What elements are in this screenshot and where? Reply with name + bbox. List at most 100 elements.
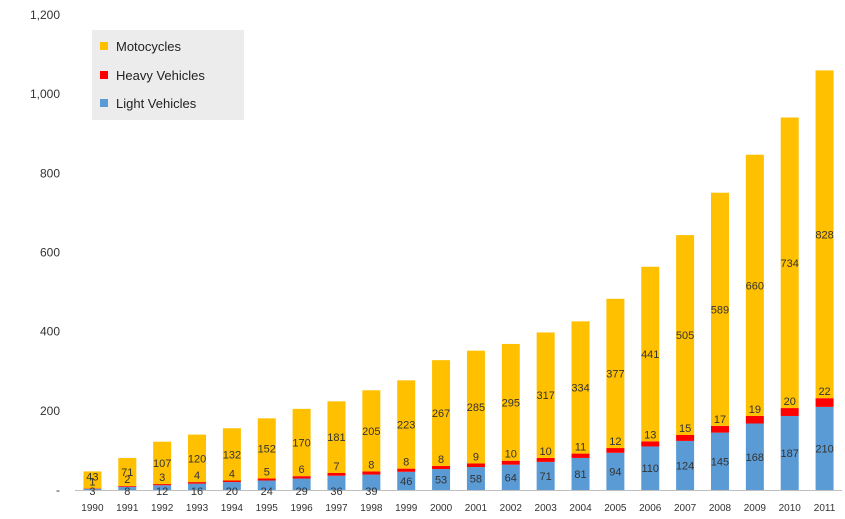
bar-motocycles (222, 428, 241, 481)
bar-motocycles (466, 350, 485, 464)
bar-light-vehicles (118, 486, 137, 490)
bar-heavy-vehicles (222, 480, 241, 483)
x-tick-label: 2009 (744, 503, 767, 514)
bar-heavy-vehicles (710, 425, 729, 433)
data-label-heavy-vehicles: 9 (473, 451, 479, 463)
data-label-light-vehicles: 46 (400, 476, 412, 488)
x-tick-label: 2001 (465, 503, 488, 514)
bar-light-vehicles (83, 488, 102, 490)
bar-motocycles (501, 343, 520, 461)
data-label-motocycles: 43 (86, 471, 98, 483)
bar-heavy-vehicles (153, 484, 172, 486)
bar-heavy-vehicles (815, 398, 834, 407)
data-label-motocycles: 295 (502, 397, 520, 409)
bar-heavy-vehicles (362, 471, 381, 475)
bar-light-vehicles (780, 415, 799, 490)
data-label-motocycles: 589 (711, 304, 729, 316)
data-label-light-vehicles: 12 (156, 486, 168, 498)
data-label-heavy-vehicles: 22 (818, 386, 830, 398)
bar-heavy-vehicles (292, 476, 311, 479)
x-tick-label: 2005 (604, 503, 627, 514)
bar-motocycles (815, 70, 834, 399)
data-label-light-vehicles: 8 (124, 486, 130, 498)
data-label-light-vehicles: 3 (89, 486, 95, 498)
data-label-heavy-vehicles: 10 (505, 449, 517, 461)
bar-motocycles (432, 360, 451, 466)
bar-light-vehicles (397, 471, 416, 490)
bar-heavy-vehicles (327, 472, 346, 476)
legend-item-heavy-vehicles: Heavy Vehicles (100, 66, 205, 84)
data-label-light-vehicles: 210 (815, 443, 833, 455)
bar-light-vehicles (571, 457, 590, 490)
data-label-heavy-vehicles: 13 (644, 429, 656, 441)
data-label-motocycles: 317 (536, 390, 554, 402)
bar-heavy-vehicles (745, 415, 764, 424)
bar-light-vehicles (466, 467, 485, 490)
data-label-light-vehicles: 29 (295, 486, 307, 498)
y-tick-label: 1,000 (30, 87, 60, 101)
x-tick-label: 2000 (430, 503, 453, 514)
x-tick-label: 1997 (325, 503, 348, 514)
data-label-heavy-vehicles: 4 (194, 470, 200, 482)
x-tick-label: 2010 (779, 503, 802, 514)
data-label-light-vehicles: 24 (261, 486, 273, 498)
bar-motocycles (606, 298, 625, 449)
data-label-motocycles: 223 (397, 419, 415, 431)
bar-light-vehicles (815, 406, 834, 490)
data-label-heavy-vehicles: 17 (714, 414, 726, 426)
data-label-light-vehicles: 58 (470, 474, 482, 486)
bar-light-vehicles (292, 478, 311, 490)
data-label-motocycles: 377 (606, 368, 624, 380)
data-label-light-vehicles: 110 (641, 463, 659, 475)
y-tick-label: 400 (40, 325, 60, 339)
x-tick-label: 1994 (221, 503, 244, 514)
bar-heavy-vehicles (536, 457, 555, 462)
x-tick-label: 1998 (360, 503, 383, 514)
data-label-heavy-vehicles: 15 (679, 423, 691, 435)
x-tick-label: 2011 (814, 503, 836, 514)
bar-heavy-vehicles (641, 441, 660, 447)
x-tick-label: 1995 (256, 503, 279, 514)
bar-motocycles (676, 235, 695, 435)
x-tick-label: 1993 (186, 503, 209, 514)
bar-heavy-vehicles (606, 448, 625, 453)
legend-swatch-motocycles (100, 42, 108, 50)
data-label-heavy-vehicles: 3 (159, 472, 165, 484)
data-label-motocycles: 71 (121, 467, 133, 479)
legend-swatch-light-vehicles (100, 99, 108, 107)
bar-light-vehicles (188, 483, 207, 490)
data-label-motocycles: 441 (641, 349, 659, 361)
bar-light-vehicles (153, 485, 172, 490)
x-tick-label: 1996 (290, 503, 313, 514)
y-tick-label: 800 (40, 166, 60, 180)
label-layer: 3143827112310716412020413224515229617036… (86, 229, 833, 498)
data-label-heavy-vehicles: 20 (784, 396, 796, 408)
legend: Motocycles Heavy Vehicles Light Vehicles (92, 30, 244, 120)
bar-heavy-vehicles (257, 478, 276, 481)
data-label-heavy-vehicles: 5 (264, 467, 270, 479)
data-label-light-vehicles: 168 (746, 452, 764, 464)
data-label-heavy-vehicles: 11 (575, 442, 586, 454)
bar-light-vehicles (745, 423, 764, 490)
data-label-heavy-vehicles: 12 (609, 436, 621, 448)
bar-motocycles (153, 441, 172, 485)
data-label-motocycles: 181 (327, 432, 345, 444)
x-tick-label: 1991 (116, 503, 139, 514)
y-tick-label: 1,200 (30, 8, 60, 22)
data-label-light-vehicles: 81 (574, 469, 586, 481)
x-tick-label: 2008 (709, 503, 732, 514)
x-tick-label: 1999 (395, 503, 418, 514)
data-label-motocycles: 334 (571, 382, 589, 394)
data-label-light-vehicles: 16 (191, 486, 203, 498)
x-tick-label: 1990 (81, 503, 104, 514)
bar-heavy-vehicles (780, 408, 799, 416)
bar-light-vehicles (606, 452, 625, 490)
data-label-light-vehicles: 36 (330, 486, 342, 498)
bar-light-vehicles (222, 482, 241, 490)
bar-motocycles (710, 192, 729, 426)
data-label-motocycles: 734 (781, 258, 799, 270)
data-label-motocycles: 505 (676, 330, 694, 342)
bar-motocycles (257, 418, 276, 479)
